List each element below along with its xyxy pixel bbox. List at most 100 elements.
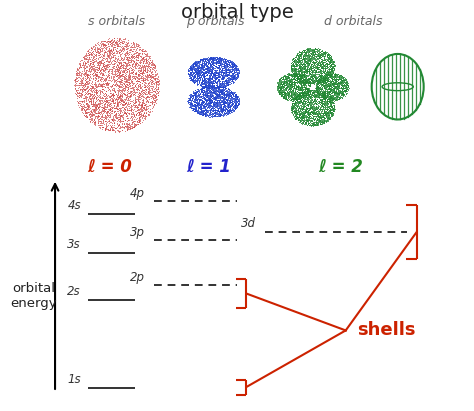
Point (96, 40, 104, 46)
Point (317, 57, 325, 64)
Point (101, 66, 109, 73)
Point (327, 68, 334, 75)
Point (110, 58, 118, 65)
Point (312, 63, 320, 70)
Point (337, 92, 345, 99)
Point (146, 87, 153, 94)
Point (303, 108, 310, 114)
Point (134, 85, 142, 92)
Point (194, 72, 201, 79)
Point (136, 77, 143, 84)
Point (306, 80, 314, 86)
Point (303, 77, 311, 83)
Point (198, 83, 206, 90)
Point (313, 78, 320, 85)
Point (323, 96, 330, 103)
Point (210, 82, 218, 88)
Point (199, 83, 207, 89)
Point (293, 52, 301, 58)
Point (307, 66, 314, 73)
Point (100, 51, 108, 58)
Point (340, 93, 347, 99)
Point (306, 53, 313, 59)
Point (229, 95, 237, 101)
Point (291, 83, 298, 90)
Point (305, 69, 312, 76)
Point (220, 93, 228, 99)
Point (228, 89, 236, 96)
Point (291, 77, 299, 83)
Point (120, 105, 128, 112)
Point (303, 85, 311, 92)
Point (113, 40, 120, 47)
Point (289, 80, 297, 87)
Point (100, 52, 108, 58)
Point (75, 79, 82, 86)
Point (107, 90, 114, 96)
Point (125, 55, 132, 61)
Point (224, 94, 231, 101)
Point (132, 95, 140, 102)
Point (286, 84, 293, 90)
Point (193, 109, 201, 115)
Point (335, 73, 343, 80)
Point (188, 93, 195, 100)
Point (319, 106, 326, 113)
Point (323, 72, 330, 78)
Point (310, 52, 318, 58)
Point (217, 104, 224, 110)
Point (86, 69, 93, 76)
Point (127, 57, 134, 64)
Point (192, 60, 200, 67)
Point (207, 105, 215, 112)
Point (109, 116, 116, 122)
Point (126, 121, 134, 128)
Point (129, 39, 137, 45)
Point (331, 62, 338, 68)
Point (324, 82, 332, 89)
Point (316, 79, 324, 85)
Point (200, 88, 208, 95)
Point (134, 78, 142, 85)
Point (226, 98, 233, 104)
Point (323, 70, 330, 77)
Point (128, 48, 136, 55)
Point (324, 90, 331, 96)
Point (337, 75, 344, 82)
Point (321, 76, 328, 83)
Point (321, 73, 329, 79)
Point (312, 76, 319, 83)
Point (106, 105, 114, 111)
Point (290, 87, 297, 94)
Point (210, 84, 217, 90)
Point (199, 92, 207, 99)
Point (311, 60, 319, 66)
Point (200, 76, 208, 83)
Point (273, 83, 281, 89)
Point (329, 105, 337, 112)
Point (326, 72, 333, 79)
Point (224, 85, 231, 92)
Point (201, 90, 209, 97)
Point (285, 94, 293, 100)
Point (316, 114, 323, 120)
Point (291, 53, 299, 60)
Point (113, 42, 121, 49)
Point (210, 92, 217, 99)
Point (227, 93, 235, 100)
Point (186, 95, 194, 101)
Point (320, 62, 328, 69)
Point (324, 64, 331, 70)
Point (79, 60, 86, 67)
Point (223, 62, 230, 69)
Point (207, 99, 214, 105)
Point (320, 94, 328, 101)
Point (302, 60, 310, 67)
Point (129, 69, 137, 76)
Point (296, 51, 304, 58)
Point (301, 67, 309, 74)
Point (194, 91, 201, 98)
Point (201, 84, 209, 90)
Point (89, 95, 96, 101)
Point (190, 94, 197, 101)
